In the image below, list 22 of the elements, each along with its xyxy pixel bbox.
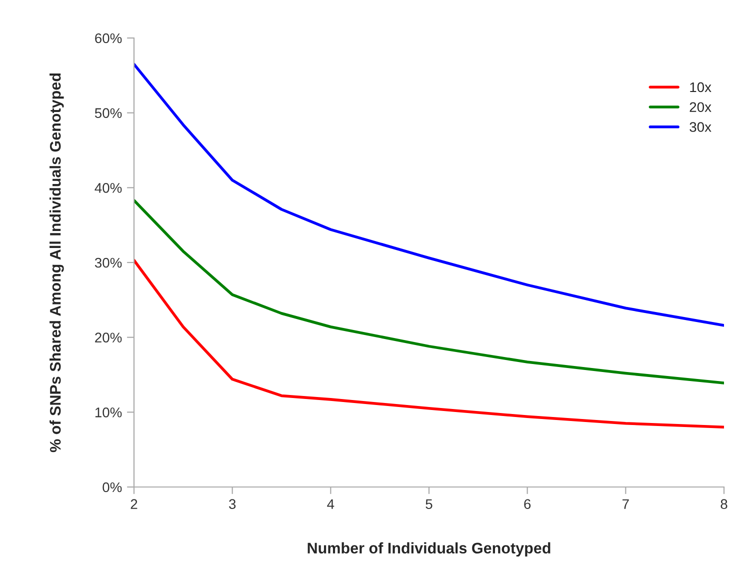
- x-tick-label: 6: [524, 499, 531, 510]
- y-tick-label: 20%: [95, 332, 122, 343]
- line-series: [134, 62, 724, 327]
- x-tick-label: 5: [426, 499, 432, 510]
- x-tick-label: 4: [327, 499, 334, 509]
- x-tick-label: 2: [130, 499, 138, 509]
- y-tick-label: 60%: [95, 33, 122, 44]
- x-tick-label: 7: [622, 499, 629, 509]
- y-tick-label: 10%: [95, 408, 122, 418]
- legend-label: 30x: [690, 122, 712, 132]
- y-tick-label: 40%: [94, 183, 122, 193]
- y-tick-label: 30%: [94, 258, 122, 268]
- legend-label: 20x: [690, 102, 712, 112]
- line-series: [134, 258, 724, 429]
- y-tick-label: 50%: [94, 108, 122, 118]
- x-axis-title: Number of Individuals Genotyped: [308, 542, 550, 557]
- x-tick-label: 3: [229, 499, 236, 510]
- y-tick-label: 0%: [102, 482, 122, 492]
- line-series: [134, 199, 724, 384]
- x-tick-label: 8: [720, 499, 728, 510]
- y-axis-title: % of SNPs Shared Among All Individuals Genotyped: [50, 73, 64, 452]
- legend-label: 10x: [690, 82, 712, 92]
